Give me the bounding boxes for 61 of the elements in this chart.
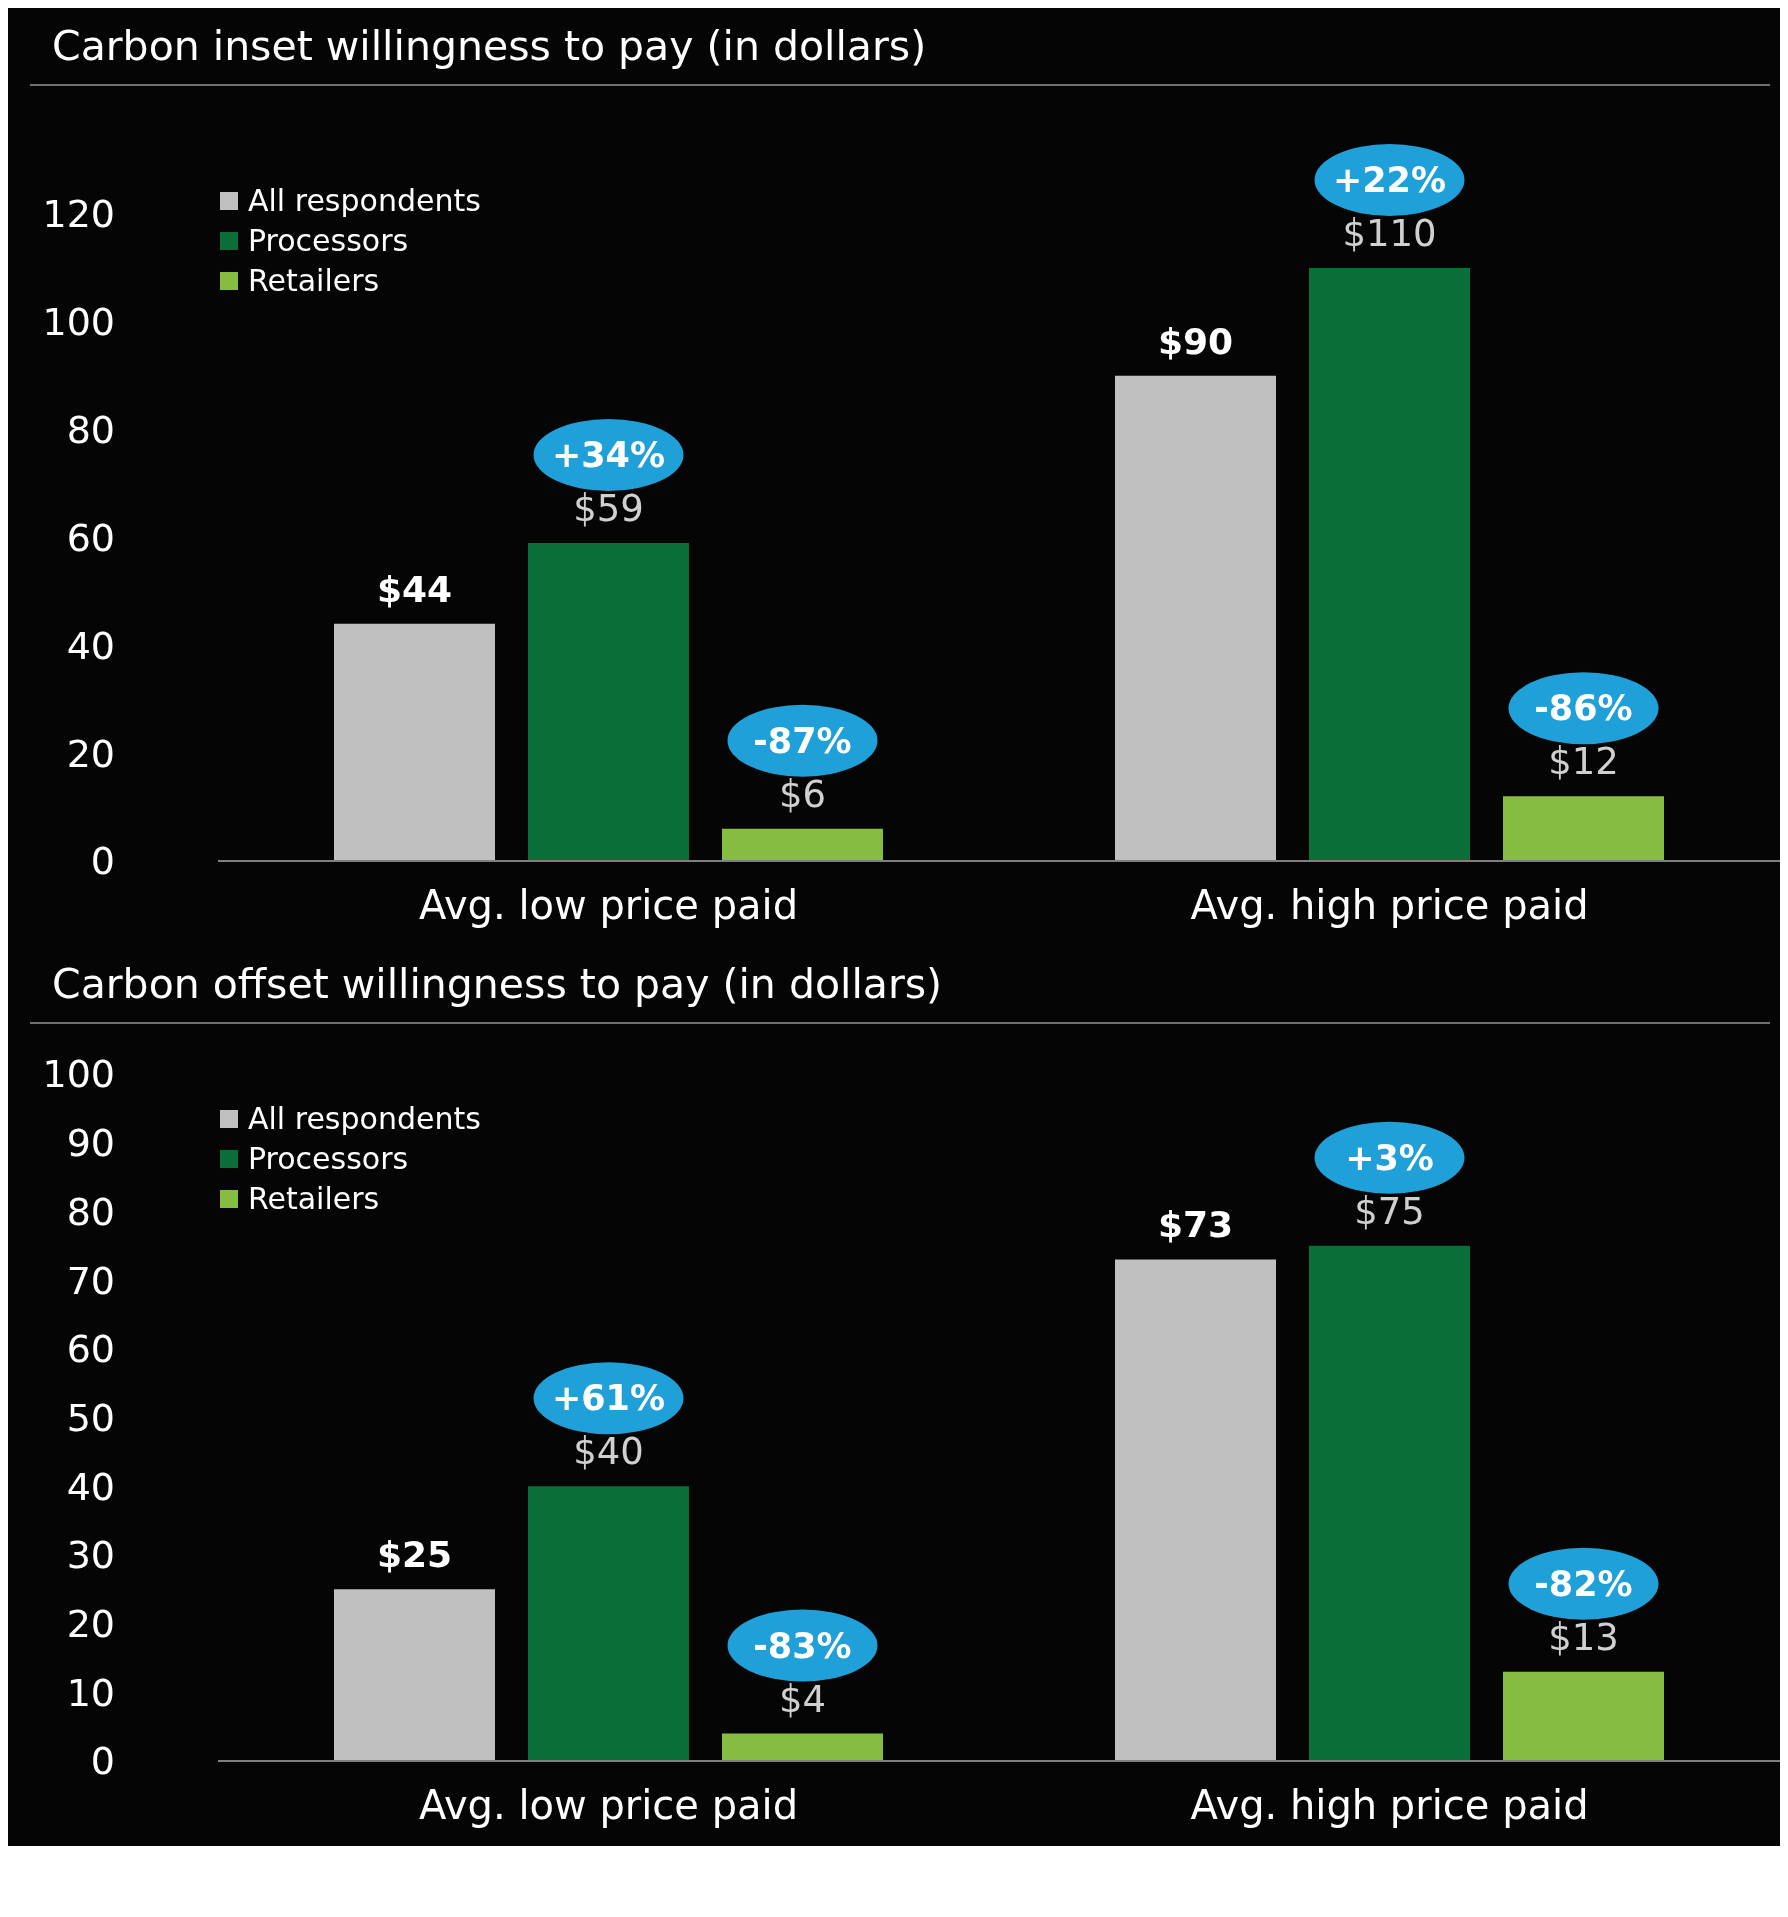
- y-tick-label: 0: [90, 839, 115, 884]
- annotation: +34%: [551, 434, 666, 475]
- y-tick-label: 80: [66, 1189, 115, 1234]
- percent-badge: -87%: [727, 704, 878, 777]
- percent-badge: -86%: [1508, 672, 1659, 745]
- legend-label: Retailers: [248, 1180, 380, 1218]
- y-tick-label: 20: [66, 1602, 115, 1647]
- bar: [1309, 267, 1470, 861]
- percent-badge: +61%: [533, 1362, 684, 1435]
- legend-label: Retailers: [248, 262, 380, 300]
- x-tick-label: Avg. high price paid: [1190, 1782, 1589, 1829]
- percent-badge: -82%: [1508, 1547, 1659, 1620]
- y-tick-label: 80: [66, 408, 115, 453]
- y-tick-label: 100: [42, 300, 115, 345]
- percent-badge: -83%: [727, 1609, 878, 1682]
- bar: [1309, 1245, 1470, 1761]
- bar: [528, 542, 689, 861]
- percent-badge: +34%: [533, 418, 684, 491]
- bar: [722, 1733, 883, 1761]
- legend-label: All respondents: [248, 182, 481, 220]
- annotation: +3%: [1345, 1137, 1434, 1178]
- data-label: $44: [376, 568, 453, 610]
- y-tick-label: 90: [66, 1121, 115, 1166]
- bar: [334, 623, 495, 861]
- y-tick-label: 10: [66, 1670, 115, 1715]
- annotation: -86%: [1534, 688, 1633, 729]
- x-tick-label: Avg. high price paid: [1190, 882, 1589, 929]
- annotation: -87%: [753, 720, 852, 761]
- percent-badge: +3%: [1314, 1121, 1465, 1194]
- y-tick-label: 0: [90, 1739, 115, 1784]
- bar: [334, 1589, 495, 1761]
- data-label: $90: [1157, 320, 1234, 362]
- data-label: $73: [1157, 1204, 1234, 1246]
- legend-label: Processors: [248, 222, 409, 260]
- data-label: $25: [376, 1534, 453, 1576]
- bar: [722, 828, 883, 861]
- y-tick-label: 30: [66, 1533, 115, 1578]
- bar: [528, 1486, 689, 1761]
- annotation: +61%: [551, 1378, 666, 1419]
- bar: [1503, 1671, 1664, 1761]
- legend-label: All respondents: [248, 1100, 481, 1138]
- y-tick-label: 100: [42, 1052, 115, 1097]
- bar: [1503, 796, 1664, 861]
- chart-title: Carbon inset willingness to pay (in dollars): [30, 8, 1770, 86]
- y-tick-label: 50: [66, 1395, 115, 1440]
- y-tick-label: 70: [66, 1258, 115, 1303]
- y-tick-label: 40: [66, 1464, 115, 1509]
- y-tick-label: 60: [66, 515, 115, 560]
- y-tick-label: 20: [66, 731, 115, 776]
- legend-label: Processors: [248, 1140, 409, 1178]
- chart-title: Carbon offset willingness to pay (in dollars): [30, 946, 1770, 1024]
- y-tick-label: 40: [66, 623, 115, 668]
- percent-badge: +22%: [1314, 143, 1465, 216]
- bar: [1115, 375, 1276, 861]
- annotation: -82%: [1534, 1563, 1633, 1604]
- x-tick-label: Avg. low price paid: [418, 1782, 799, 1829]
- bar: [1115, 1259, 1276, 1761]
- y-tick-label: 120: [42, 192, 115, 237]
- x-tick-label: Avg. low price paid: [418, 882, 799, 929]
- annotation: -83%: [753, 1625, 852, 1666]
- y-tick-label: 60: [66, 1327, 115, 1372]
